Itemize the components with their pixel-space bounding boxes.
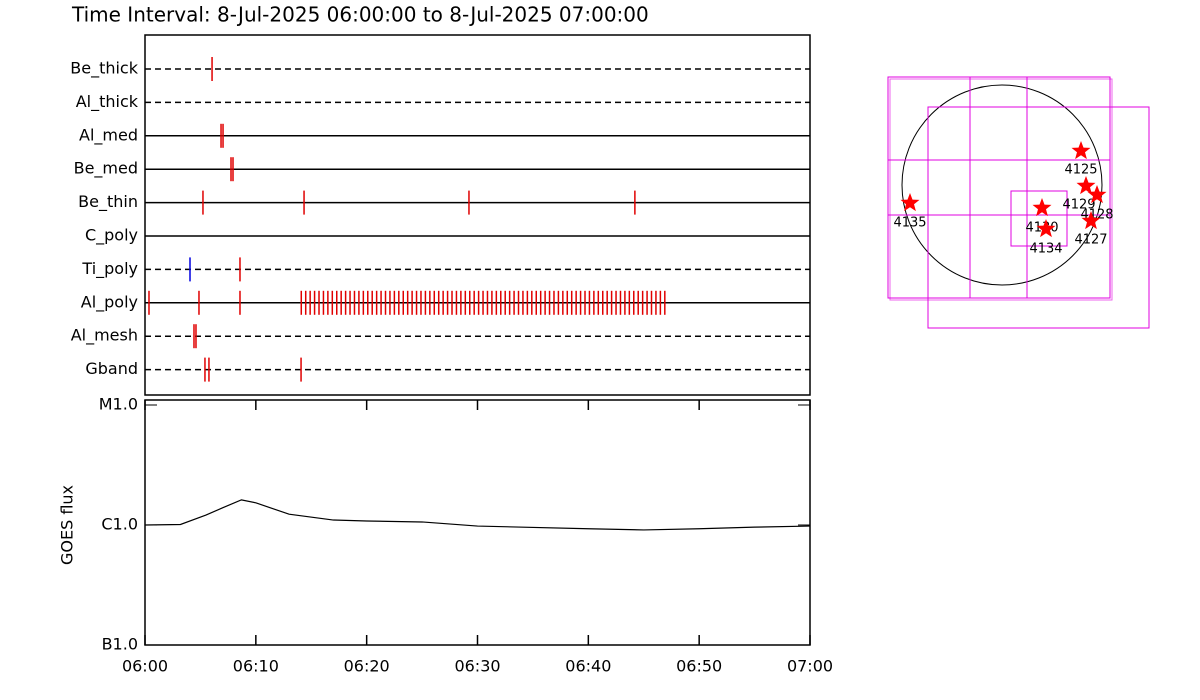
ar-label: 4129 [1062,198,1095,213]
row-label: Ti_poly [81,259,138,279]
solar-disk [901,84,1103,286]
x-tick-label: 06:50 [676,657,722,676]
ar-star [1071,141,1091,160]
y-tick-label: C1.0 [101,515,138,534]
row-label: Be_thick [70,59,138,79]
x-tick-label: 06:10 [233,657,279,676]
ar-label: 4135 [893,216,926,231]
row-label: Be_thin [78,192,138,212]
goes-curve [144,499,811,531]
x-tick-label: 06:40 [565,657,611,676]
x-tick-label: 07:00 [787,657,833,676]
ar-star [1076,176,1096,195]
y-tick-label: M1.0 [99,395,138,414]
ar-label: 4134 [1029,242,1062,257]
ar-star [1036,219,1056,238]
ar-star [1087,185,1107,204]
fov-box [1010,190,1068,247]
row-label: Al_poly [81,292,138,312]
x-tick-label: 06:00 [122,657,168,676]
row-label: Be_med [74,159,138,179]
fov-box [927,106,1150,329]
ar-label: 4127 [1074,233,1107,248]
x-tick-label: 06:30 [454,657,500,676]
y-tick-label: B1.0 [102,635,138,654]
ar-star [900,193,920,212]
chart-title: Time Interval: 8-Jul-2025 06:00:00 to 8-… [71,3,649,27]
row-label: C_poly [85,226,138,246]
timeline-frame [144,34,811,396]
ar-star [1032,198,1052,217]
fov-box [889,78,1113,301]
ar-label: 4125 [1064,163,1097,178]
row-label: Gband [85,359,138,378]
row-label: Al_med [79,125,138,145]
x-tick-label: 06:20 [344,657,390,676]
ar-star [1081,211,1101,230]
goes-frame [144,399,811,646]
fov-box [887,76,1111,299]
row-label: Al_mesh [71,326,138,346]
y-axis-label: GOES flux [58,485,77,565]
row-label: Al_thick [76,92,139,112]
sun-map [887,76,1150,329]
